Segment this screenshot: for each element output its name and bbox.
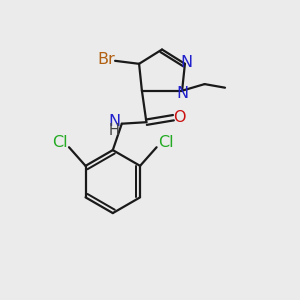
Text: N: N [177, 86, 189, 101]
Text: Br: Br [98, 52, 116, 67]
Text: Cl: Cl [52, 135, 68, 150]
Text: O: O [173, 110, 186, 124]
Text: N: N [108, 114, 120, 129]
Text: Cl: Cl [158, 135, 173, 150]
Text: N: N [180, 55, 193, 70]
Text: H: H [109, 123, 119, 138]
